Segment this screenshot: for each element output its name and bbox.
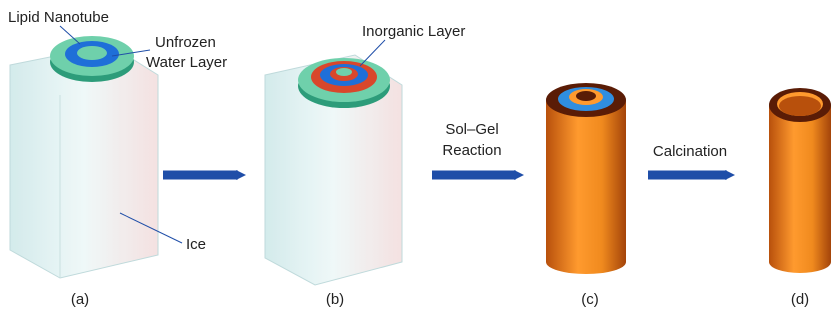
step-label: Calcination (653, 143, 727, 160)
tube-c (546, 83, 626, 274)
leader-line (360, 40, 385, 66)
panel-label: (d) (791, 291, 809, 308)
ice-block-b (265, 55, 402, 285)
annotation: Ice (186, 236, 206, 253)
diagram: Lipid Nanotube Unfrozen Water Layer Ice … (0, 0, 835, 317)
annotation: Unfrozen (155, 34, 216, 51)
annotation: Inorganic Layer (362, 23, 465, 40)
panel-label: (a) (71, 291, 89, 308)
page: Lipid Nanotube Unfrozen Water Layer Ice … (0, 0, 835, 317)
panel-label: (b) (326, 291, 344, 308)
step-label: Sol–Gel (445, 121, 498, 138)
ice-block-a (10, 36, 158, 278)
step-label: Reaction (442, 142, 501, 159)
tube-d (769, 88, 831, 273)
annotation: Lipid Nanotube (8, 9, 109, 26)
annotation: Water Layer (146, 54, 227, 71)
panel-label: (c) (581, 291, 599, 308)
